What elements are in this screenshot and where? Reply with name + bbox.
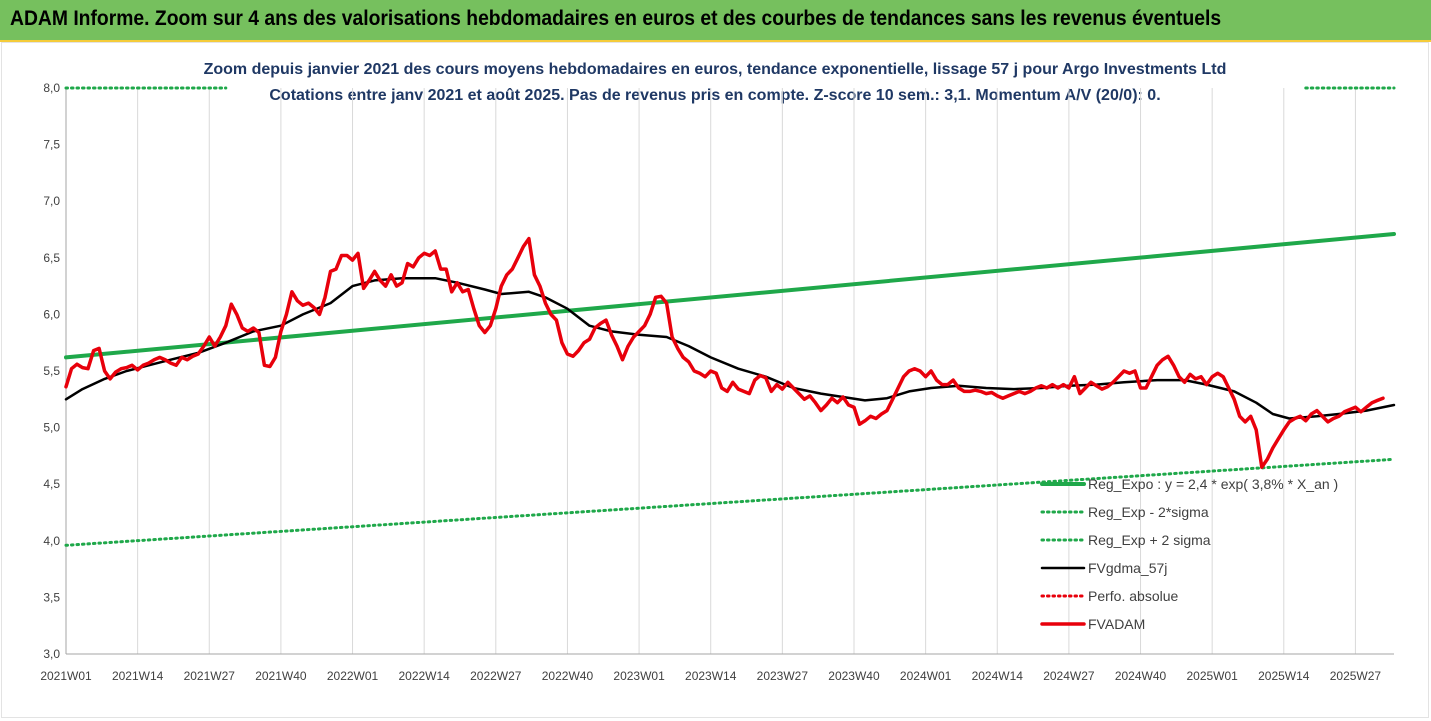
chart-title-line-2: Cotations entre janv 2021 et août 2025. … <box>269 87 1160 104</box>
grid-layer <box>65 88 1356 654</box>
legend-label: Reg_Exp - 2*sigma <box>1088 504 1209 520</box>
y-tick-label: 3,0 <box>43 647 60 661</box>
chart-canvas: Zoom depuis janvier 2021 des cours moyen… <box>40 61 1396 683</box>
x-tick-label: 2023W14 <box>685 669 737 683</box>
x-tick-label: 2024W01 <box>900 669 952 683</box>
x-tick-label: 2023W40 <box>828 669 880 683</box>
y-tick-label: 5,5 <box>43 364 60 378</box>
y-tick-label: 8,0 <box>43 81 60 95</box>
x-tick-label: 2022W01 <box>327 669 379 683</box>
legend-label: FVADAM <box>1088 616 1145 632</box>
banner-separator <box>0 40 1431 42</box>
x-tick-label: 2021W01 <box>40 669 92 683</box>
x-tick-label: 2025W14 <box>1258 669 1310 683</box>
x-tick-label: 2024W14 <box>972 669 1024 683</box>
axis-layer: 2021W01 2021W14 2021W27 2021W40 2022W01 2022W… <box>40 81 1394 683</box>
y-tick-label: 5,0 <box>43 421 60 435</box>
x-tick-label: 2021W27 <box>184 669 236 683</box>
series-layer <box>64 86 1396 547</box>
y-tick-label: 7,5 <box>43 138 60 152</box>
report-banner: ADAM Informe. Zoom sur 4 ans des valoris… <box>0 0 1431 40</box>
x-tick-label: 2022W27 <box>470 669 522 683</box>
legend: Reg_Expo : y = 2,4 * exp( 3,8% * X_an ) R… <box>1040 476 1338 632</box>
series-line-fvadam <box>64 236 1385 469</box>
chart-frame: Zoom depuis janvier 2021 des cours moyen… <box>1 42 1429 718</box>
y-tick-label: 6,0 <box>43 307 60 321</box>
y-tick-label: 4,5 <box>43 477 60 491</box>
y-tick-label: 6,5 <box>43 251 60 265</box>
y-tick-label: 3,5 <box>43 590 60 604</box>
legend-label: Reg_Exp + 2 sigma <box>1088 532 1211 548</box>
legend-label: FVgdma_57j <box>1088 560 1167 576</box>
series-line-reg-exp-2-sigma <box>64 457 1396 547</box>
x-tick-label: 2024W40 <box>1115 669 1167 683</box>
x-tick-label: 2025W27 <box>1330 669 1382 683</box>
x-tick-label: 2021W14 <box>112 669 164 683</box>
legend-label: Perfo. absolue <box>1088 588 1178 604</box>
x-tick-label: 2023W01 <box>613 669 665 683</box>
legend-label: Reg_Expo : y = 2,4 * exp( 3,8% * X_an ) <box>1088 476 1338 492</box>
series-line-fvgdma-57j <box>64 276 1396 420</box>
report-banner-title: ADAM Informe. Zoom sur 4 ans des valoris… <box>10 7 1222 30</box>
y-tick-label: 4,0 <box>43 534 60 548</box>
x-tick-label: 2022W14 <box>398 669 450 683</box>
y-tick-label: 7,0 <box>43 194 60 208</box>
series-line-reg-expo-y-2-4-exp-3-8-x-an <box>64 232 1396 360</box>
x-tick-label: 2023W27 <box>757 669 809 683</box>
x-tick-label: 2021W40 <box>255 669 307 683</box>
x-tick-label: 2022W40 <box>542 669 594 683</box>
x-tick-label: 2024W27 <box>1043 669 1095 683</box>
x-tick-label: 2025W01 <box>1186 669 1238 683</box>
chart-title-line-1: Zoom depuis janvier 2021 des cours moyen… <box>204 61 1227 78</box>
